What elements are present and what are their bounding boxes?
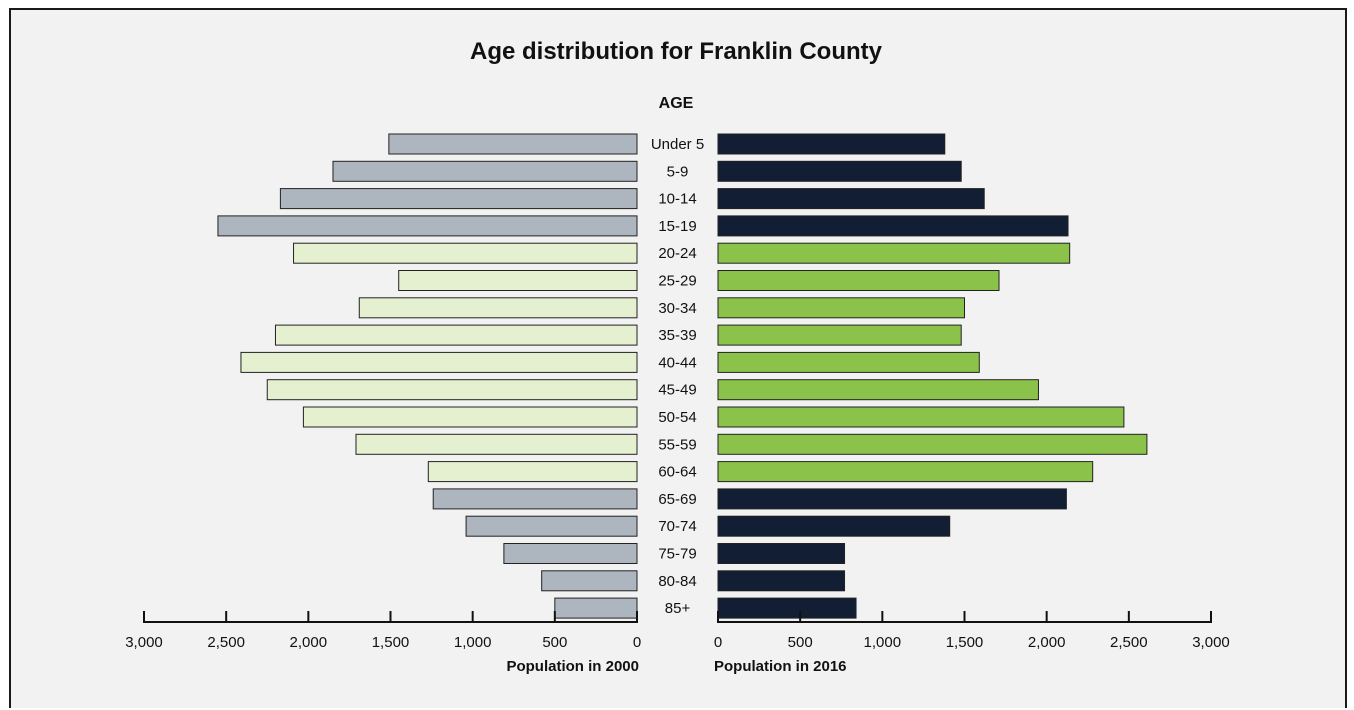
bar-left-50-54 bbox=[302, 406, 638, 428]
bar-left-70-74 bbox=[465, 515, 638, 537]
category-label: 60-64 bbox=[658, 464, 696, 481]
right-axis-title: Population in 2016 bbox=[714, 658, 847, 675]
category-labels-group: Under 5 5-9 10-14 15-19 20-24 25-29 30-34 35-39… bbox=[651, 136, 704, 617]
bar-left-20-24 bbox=[293, 242, 638, 264]
bar-right-80-84 bbox=[717, 570, 846, 592]
category-label: 40-44 bbox=[658, 354, 696, 371]
bar-left-15-19 bbox=[217, 215, 638, 237]
bar-right-70-74 bbox=[717, 515, 951, 537]
bar-right-15-19 bbox=[717, 215, 1069, 237]
bar-right-35-39 bbox=[717, 324, 962, 346]
bar-right-60-64 bbox=[717, 461, 1094, 483]
bar-right-40-44 bbox=[717, 351, 980, 373]
bar-right-75-79 bbox=[717, 543, 846, 564]
category-label: 15-19 bbox=[658, 218, 696, 235]
category-label: 10-14 bbox=[658, 191, 696, 208]
bar-right-85+ bbox=[717, 597, 857, 619]
chart-frame: Age distribution for Franklin County AGE… bbox=[9, 8, 1347, 708]
left-axis-tick-label: 2,000 bbox=[290, 634, 328, 651]
right-axis-tick-label: 0 bbox=[714, 634, 722, 651]
bar-left-60-64 bbox=[427, 461, 638, 483]
bar-left-35-39 bbox=[274, 324, 638, 346]
bar-right-5-9 bbox=[717, 160, 962, 182]
bar-left-55-59 bbox=[355, 433, 638, 455]
category-label: 85+ bbox=[665, 600, 691, 617]
left-axis-tick-label: 1,000 bbox=[454, 634, 492, 651]
bar-right-under-5 bbox=[717, 133, 946, 155]
left-axis-tick-label: 2,500 bbox=[207, 634, 245, 651]
bar-left-80-84 bbox=[541, 570, 638, 592]
bar-left-10-14 bbox=[279, 188, 638, 210]
bar-left-65-69 bbox=[432, 488, 638, 510]
bar-right-50-54 bbox=[717, 406, 1125, 428]
bar-left-75-79 bbox=[503, 543, 638, 564]
right-axis-tick-label: 500 bbox=[788, 634, 813, 651]
bar-left-under-5 bbox=[388, 133, 638, 155]
right-axis-tick-label: 1,500 bbox=[946, 634, 984, 651]
category-label: 55-59 bbox=[658, 436, 696, 453]
left-bars-group bbox=[217, 133, 638, 619]
right-bars-group bbox=[717, 133, 1148, 619]
bar-left-40-44 bbox=[240, 351, 638, 373]
left-axis: 3,000 2,500 2,000 1,500 1,000 500 0 bbox=[125, 611, 641, 651]
category-label: 25-29 bbox=[658, 273, 696, 290]
bar-left-5-9 bbox=[332, 160, 638, 182]
right-axis-tick-label: 2,000 bbox=[1028, 634, 1066, 651]
left-axis-tick-label: 500 bbox=[542, 634, 567, 651]
left-axis-tick-label: 3,000 bbox=[125, 634, 163, 651]
left-axis-title: Population in 2000 bbox=[506, 658, 639, 675]
bar-right-55-59 bbox=[717, 433, 1148, 455]
category-label: 35-39 bbox=[658, 327, 696, 344]
bar-right-25-29 bbox=[717, 270, 1000, 291]
right-axis-tick-label: 2,500 bbox=[1110, 634, 1148, 651]
bar-right-45-49 bbox=[717, 379, 1039, 401]
right-axis-tick-label: 1,000 bbox=[864, 634, 902, 651]
bar-left-45-49 bbox=[266, 379, 638, 401]
bar-left-25-29 bbox=[398, 270, 638, 291]
bar-right-10-14 bbox=[717, 188, 985, 210]
bar-right-20-24 bbox=[717, 242, 1071, 264]
left-axis-tick-label: 0 bbox=[633, 634, 641, 651]
category-label: 30-34 bbox=[658, 300, 696, 317]
category-label: 45-49 bbox=[658, 382, 696, 399]
bar-right-65-69 bbox=[717, 488, 1067, 510]
category-label: 5-9 bbox=[667, 163, 689, 180]
right-axis-tick-label: 3,000 bbox=[1192, 634, 1230, 651]
category-label: 80-84 bbox=[658, 573, 696, 590]
category-label: 65-69 bbox=[658, 491, 696, 508]
right-axis: 0 500 1,000 1,500 2,000 2,500 3,000 bbox=[714, 611, 1230, 651]
category-label: Under 5 bbox=[651, 136, 704, 153]
category-axis-title: AGE bbox=[659, 95, 694, 112]
population-pyramid-chart: Age distribution for Franklin County AGE… bbox=[125, 38, 1230, 675]
chart-title: Age distribution for Franklin County bbox=[470, 38, 883, 65]
bar-left-85+ bbox=[554, 597, 638, 619]
category-label: 70-74 bbox=[658, 518, 696, 535]
bar-right-30-34 bbox=[717, 297, 965, 319]
left-axis-tick-label: 1,500 bbox=[372, 634, 410, 651]
bar-left-30-34 bbox=[358, 297, 638, 319]
category-label: 20-24 bbox=[658, 245, 696, 262]
category-label: 50-54 bbox=[658, 409, 696, 426]
category-label: 75-79 bbox=[658, 546, 696, 563]
